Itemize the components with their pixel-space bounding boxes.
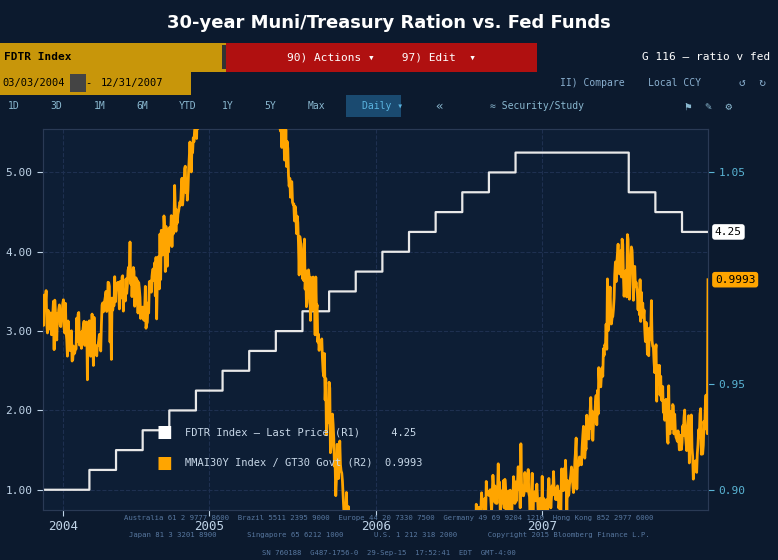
Text: 1D: 1D (8, 101, 19, 111)
Text: 0.9993: 0.9993 (715, 275, 755, 284)
Text: MMAI30Y Index / GT30 Govt (R2)  0.9993: MMAI30Y Index / GT30 Govt (R2) 0.9993 (184, 458, 422, 468)
Bar (346, 95, 401, 118)
Text: Daily ▾: Daily ▾ (362, 101, 403, 111)
Text: Max: Max (307, 101, 325, 111)
Text: 1Y: 1Y (222, 101, 233, 111)
Text: 6M: 6M (136, 101, 148, 111)
Text: G 116 – ratio v fed: G 116 – ratio v fed (642, 52, 770, 62)
Text: ⚑  ✎  ⚙: ⚑ ✎ ⚙ (685, 101, 732, 111)
Text: YTD: YTD (179, 101, 197, 111)
Bar (0, 71, 191, 95)
Text: FDTR Index – Last Price (R1)     4.25: FDTR Index – Last Price (R1) 4.25 (184, 427, 415, 437)
Text: ■: ■ (156, 454, 172, 472)
Text: FDTR Index: FDTR Index (4, 52, 72, 62)
Text: 4.25: 4.25 (715, 227, 742, 237)
Text: 30-year Muni/Treasury Ration vs. Fed Funds: 30-year Muni/Treasury Ration vs. Fed Fun… (167, 14, 611, 32)
Text: Japan 81 3 3201 8900       Singapore 65 6212 1000       U.S. 1 212 318 2000     : Japan 81 3 3201 8900 Singapore 65 6212 1… (128, 532, 650, 538)
Text: SN 760188  G487-1756-0  29-Sep-15  17:52:41  EDT  GMT-4:00: SN 760188 G487-1756-0 29-Sep-15 17:52:41… (262, 550, 516, 556)
Text: 3D: 3D (51, 101, 62, 111)
Text: II) Compare    Local CCY: II) Compare Local CCY (560, 78, 701, 88)
Bar (70, 74, 86, 91)
Text: 12/31/2007: 12/31/2007 (101, 78, 163, 88)
Bar (0, 43, 226, 72)
Text: ↺  ↻: ↺ ↻ (739, 78, 766, 88)
Text: 03/03/2004: 03/03/2004 (2, 78, 65, 88)
Text: 1M: 1M (93, 101, 105, 111)
Text: ≈ Security/Study: ≈ Security/Study (490, 101, 584, 111)
Bar (226, 43, 537, 72)
Text: Australia 61 2 9777 8600  Brazil 5511 2395 9000  Europe 44 20 7330 7500  Germany: Australia 61 2 9777 8600 Brazil 5511 239… (124, 515, 654, 521)
Text: «: « (436, 100, 443, 113)
Bar (222, 45, 226, 69)
Text: 90) Actions ▾    97) Edit  ▾: 90) Actions ▾ 97) Edit ▾ (287, 52, 475, 62)
Text: 5Y: 5Y (265, 101, 276, 111)
Text: ■: ■ (156, 423, 172, 441)
Text: -: - (86, 78, 92, 88)
